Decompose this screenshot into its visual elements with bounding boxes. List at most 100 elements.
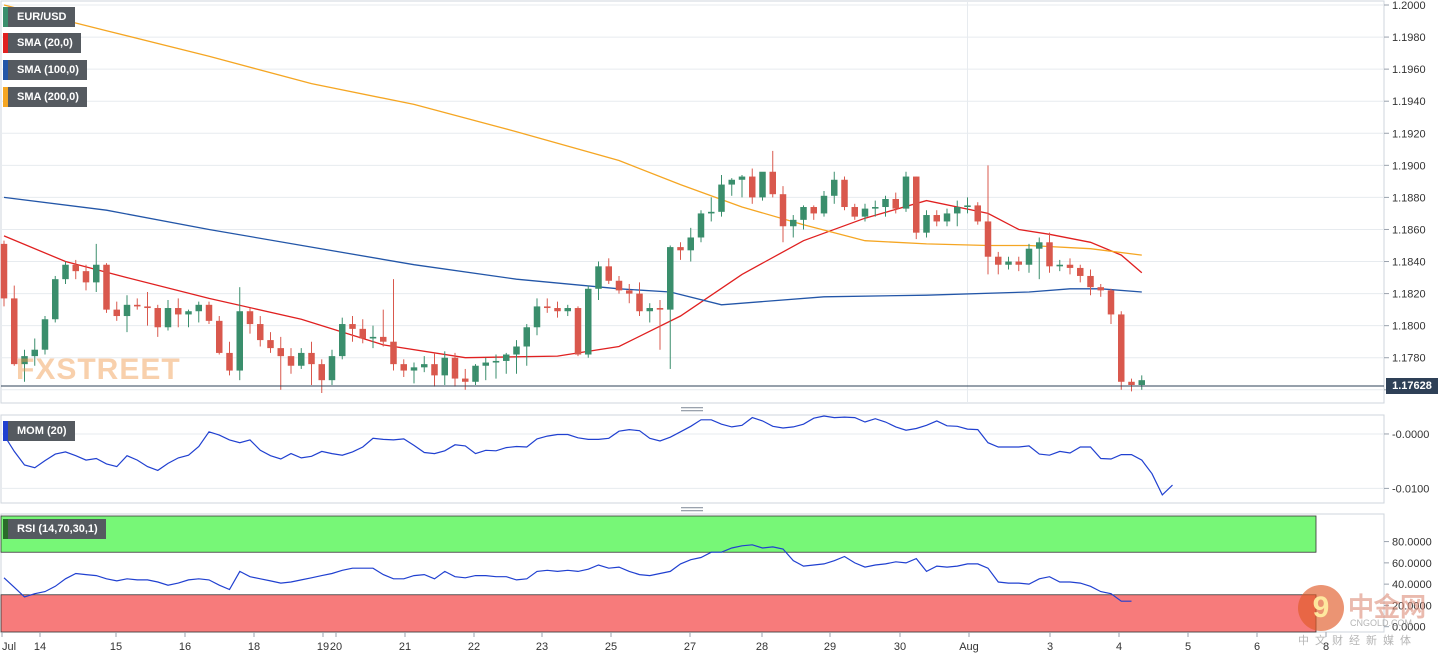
- candle-body: [298, 352, 305, 366]
- legend-sma100[interactable]: SMA (100,0): [3, 60, 87, 80]
- candle-up: [31, 338, 38, 366]
- mom-swatch: [3, 421, 8, 441]
- candle-down: [656, 300, 664, 350]
- candle-body: [1118, 314, 1125, 382]
- candle-body: [656, 308, 664, 310]
- candle-body: [667, 247, 674, 310]
- candle-down: [1066, 258, 1074, 275]
- mom-panel-frame: [0, 414, 1385, 504]
- candle-down: [1097, 283, 1104, 297]
- candle-body: [287, 356, 295, 366]
- legend-sma200[interactable]: SMA (200,0): [3, 87, 87, 107]
- candle-up: [585, 285, 592, 358]
- candle-body: [308, 352, 315, 365]
- price-tick-label: 1.1860: [1392, 224, 1426, 236]
- candle-body: [1077, 267, 1084, 276]
- candle-down: [810, 205, 817, 220]
- candle-up: [164, 300, 172, 331]
- candle-body: [93, 264, 100, 283]
- candle-down: [851, 203, 858, 220]
- candle-body: [390, 341, 397, 365]
- candle-up: [523, 324, 530, 366]
- candle-down: [984, 165, 992, 275]
- candle-down: [103, 263, 110, 313]
- rsi-tick-label: 0.0000: [1392, 622, 1426, 634]
- candle-down: [779, 186, 787, 243]
- candle-body: [1138, 380, 1145, 385]
- time-tick-label: 8: [1323, 641, 1329, 653]
- candle-up: [646, 303, 653, 323]
- candle-body: [626, 290, 633, 294]
- candle-up: [595, 261, 602, 301]
- candles: [0, 150, 1145, 393]
- candle-down: [913, 176, 920, 240]
- price-grid: [1, 4, 1384, 391]
- legend-rsi[interactable]: RSI (14,70,30,1): [3, 519, 106, 539]
- candle-down: [308, 341, 315, 385]
- candle-up: [728, 178, 735, 196]
- candle-up: [513, 340, 520, 374]
- candle-body: [882, 199, 889, 208]
- candle-body: [328, 356, 336, 381]
- candle-up: [62, 261, 69, 284]
- rsi-line: [3, 544, 1132, 602]
- time-axis: Jul 14 15 16 18 19 20 21 22 23 25 27 28 29 30 Aug 3 4 5 6 8: [1, 632, 1329, 653]
- candle-down: [216, 316, 223, 355]
- candle-up: [872, 200, 879, 217]
- price-panel-frame: [0, 0, 1385, 404]
- time-tick-label: 6: [1254, 641, 1260, 653]
- cngold-logo: 9: [1298, 585, 1344, 631]
- legend-sma20[interactable]: SMA (20,0): [3, 33, 81, 53]
- candle-body: [472, 365, 479, 382]
- candle-down: [1118, 311, 1125, 390]
- candle-body: [810, 207, 817, 214]
- candle-body: [615, 280, 623, 291]
- price-tick-label: 1.1820: [1392, 289, 1426, 301]
- legend-mom[interactable]: MOM (20): [3, 421, 75, 441]
- candle-up: [1005, 256, 1012, 270]
- candle-up: [1036, 237, 1043, 280]
- candle-up: [790, 215, 797, 238]
- panel-divider-2[interactable]: [681, 507, 703, 512]
- legend-mom-label: MOM (20): [17, 425, 67, 437]
- candle-body: [113, 309, 120, 317]
- candle-body: [246, 311, 254, 325]
- time-tick-label: 3: [1047, 641, 1053, 653]
- candle-up: [185, 309, 192, 328]
- time-tick-label: 27: [684, 641, 696, 653]
- candle-up: [882, 195, 889, 217]
- candle-down: [974, 202, 981, 225]
- candle-body: [759, 171, 766, 198]
- candle-body: [175, 308, 182, 315]
- rsi-tick-label: 60.0000: [1392, 558, 1432, 570]
- candle-body: [585, 288, 592, 355]
- candle-body: [954, 207, 961, 214]
- time-tick-label: 14: [34, 641, 46, 653]
- candle-down: [749, 168, 756, 204]
- candle-body: [851, 207, 858, 217]
- price-tick-label: 1.1900: [1392, 160, 1426, 172]
- panel-divider-1[interactable]: [681, 407, 703, 412]
- candle-body: [21, 356, 28, 365]
- candle-up: [410, 362, 418, 384]
- candle-up: [298, 348, 305, 369]
- candle-up: [800, 205, 807, 230]
- candle-down: [113, 301, 120, 321]
- candle-down: [0, 240, 8, 307]
- candle-body: [738, 176, 746, 180]
- candle-down: [605, 258, 612, 284]
- rsi-axis: 80.0000 60.0000 40.0000 20.0000 0.0000: [1384, 537, 1432, 634]
- mom-grid: [1, 433, 1384, 489]
- candle-body: [574, 308, 582, 355]
- candle-down: [933, 210, 940, 227]
- cngold-watermark: 9 中金网 CNGOLD.COM 中文财经新媒体: [1298, 585, 1450, 647]
- candle-body: [1036, 242, 1043, 249]
- candle-up: [708, 197, 715, 222]
- time-tick-label: 5: [1185, 641, 1191, 653]
- rsi-swatch: [3, 519, 8, 539]
- legend-symbol[interactable]: EUR/USD: [3, 7, 75, 27]
- candle-down: [349, 316, 356, 342]
- sma20-line: [3, 199, 1143, 359]
- candle-down: [287, 348, 295, 374]
- candle-up: [328, 349, 336, 385]
